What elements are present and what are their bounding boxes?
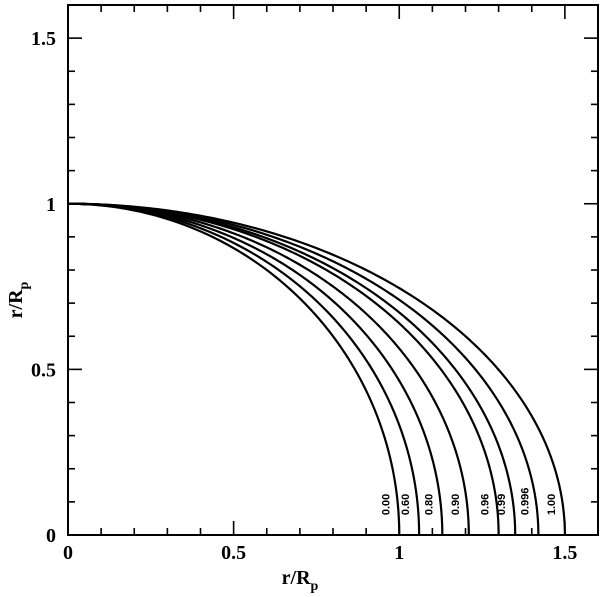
y-tick-label: 1.5 <box>31 28 56 50</box>
series-label-1.00: 1.00 <box>546 494 558 515</box>
y-axis-label: r/Rp <box>5 281 32 318</box>
series-label-0.996: 0.996 <box>519 488 531 516</box>
x-axis-label-subscript: p <box>311 579 319 594</box>
series-label-0.90: 0.90 <box>450 494 462 515</box>
series-line-0.99 <box>67 202 517 536</box>
x-axis-label: r/Rp <box>282 567 319 594</box>
curves-group <box>67 202 566 536</box>
y-tick-label: 1 <box>46 194 56 216</box>
series-line-0.00 <box>67 202 401 536</box>
x-tick-label: 0.5 <box>221 542 246 564</box>
series-line-0.80 <box>67 202 444 536</box>
x-tick-label: 0 <box>63 542 73 564</box>
y-axis-label-subscript: p <box>17 281 32 289</box>
x-tick-label: 1.5 <box>552 542 577 564</box>
series-label-0.99: 0.99 <box>496 494 508 515</box>
series-line-0.996 <box>67 202 540 536</box>
series-line-0.96 <box>67 202 500 536</box>
series-label-0.96: 0.96 <box>480 494 492 515</box>
series-label-0.60: 0.60 <box>400 494 412 515</box>
series-line-0.90 <box>67 202 470 536</box>
x-tick-label: 1 <box>394 542 404 564</box>
series-label-0.00: 0.00 <box>380 494 392 515</box>
y-tick-label: 0.5 <box>31 359 56 381</box>
series-label-0.80: 0.80 <box>423 494 435 515</box>
curve-labels-group: 0.00 0.60 0.80 0.90 0.96 0.99 0.996 1.00 <box>380 488 558 516</box>
y-tick-label: 0 <box>46 525 56 547</box>
series-line-1.00 <box>67 202 566 536</box>
plot-frame <box>67 4 599 536</box>
series-line-0.60 <box>67 202 421 536</box>
